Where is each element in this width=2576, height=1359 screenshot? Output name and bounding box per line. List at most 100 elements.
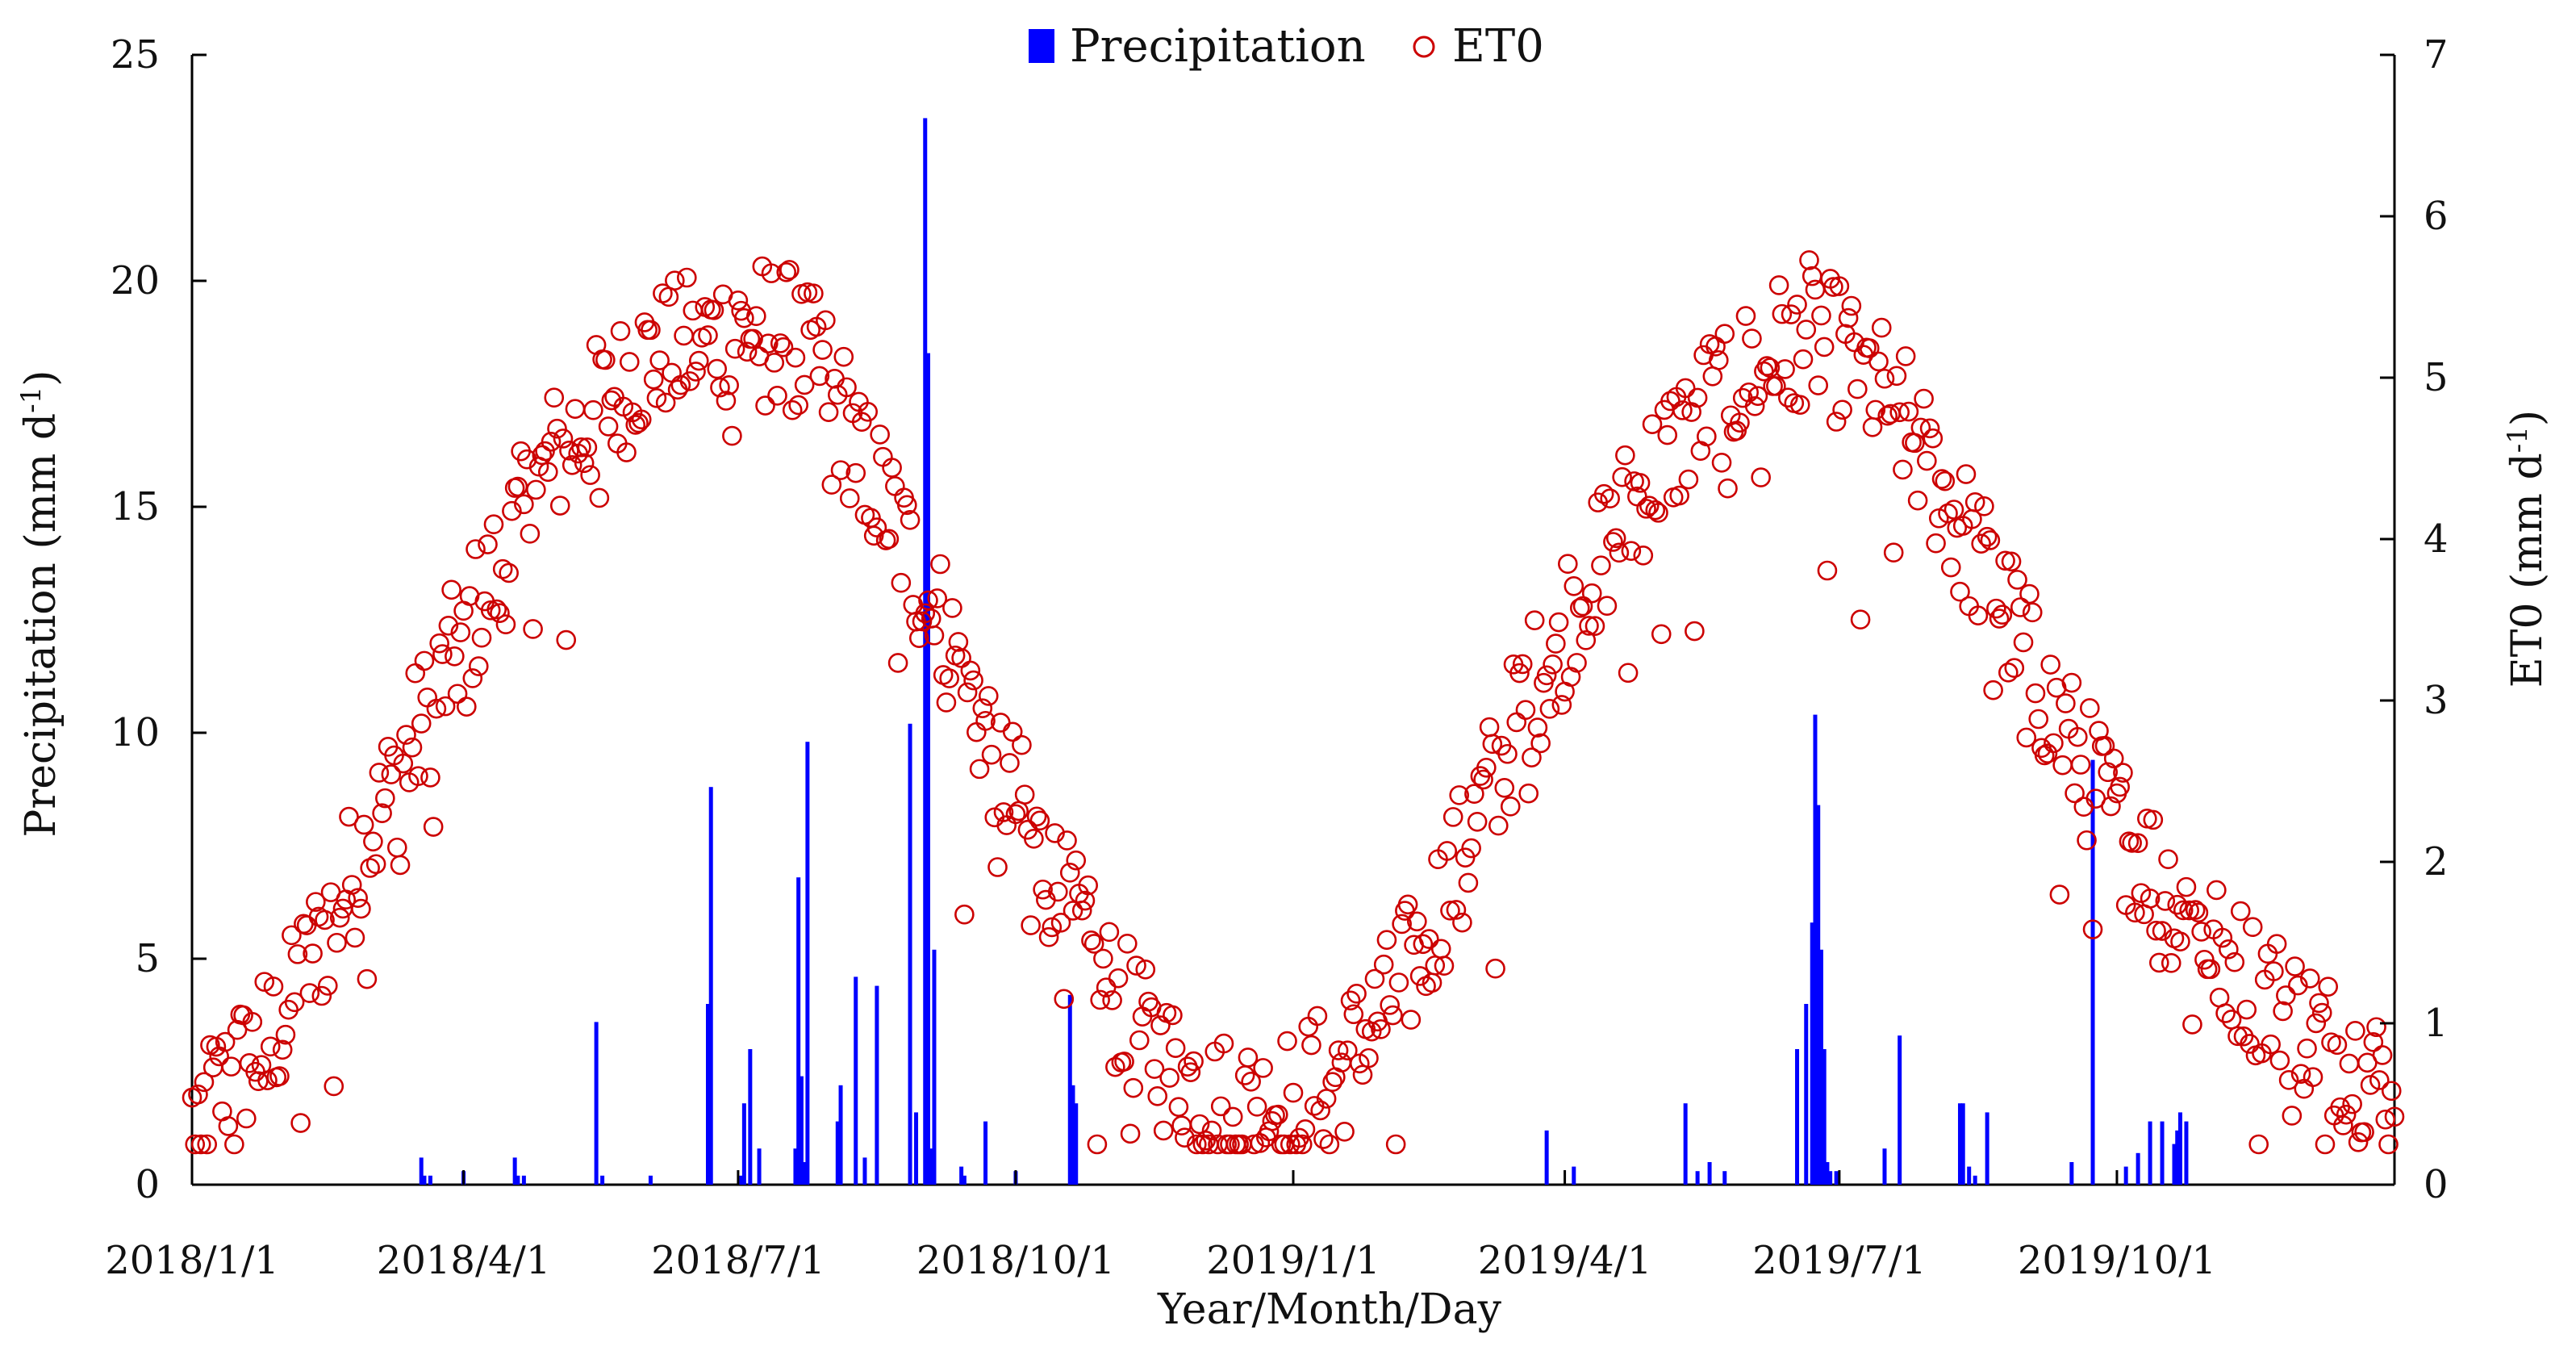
et0-point [2309, 993, 2329, 1014]
et0-point [1175, 1127, 1195, 1148]
et0-point [327, 932, 347, 953]
et0-point [948, 632, 969, 652]
et0-point [1995, 550, 2015, 571]
et0-point [390, 855, 411, 876]
y-left-tick-label: 25 [111, 32, 160, 77]
et0-point [348, 888, 368, 908]
et0-point [1862, 416, 1883, 437]
et0-point [957, 682, 978, 703]
y-axis-right-title-sup: -1 [2502, 426, 2534, 453]
et0-point [1328, 1040, 1349, 1060]
et0-point [924, 625, 945, 646]
et0-point [2363, 1032, 2384, 1052]
precipitation-bar [1960, 1103, 1965, 1185]
y-left-tick-label: 5 [135, 936, 160, 981]
et0-point [402, 737, 423, 758]
et0-point [1742, 328, 1762, 349]
et0-point [1397, 894, 1418, 915]
et0-point [381, 764, 402, 784]
precipitation-bar [932, 949, 937, 1185]
et0-point [818, 402, 839, 422]
et0-point [468, 656, 489, 676]
et0-point [408, 766, 428, 787]
et0-point [317, 976, 338, 996]
et0-point [2061, 672, 2082, 693]
et0-point [1168, 1097, 1189, 1117]
et0-point [1838, 307, 1859, 328]
et0-point [284, 992, 305, 1013]
et0-point [809, 366, 830, 387]
et0-point [1730, 412, 1750, 433]
y-axis-left-title-tail: ) [17, 370, 65, 386]
et0-point [2113, 763, 2133, 783]
precipitation-bar [741, 1103, 746, 1185]
et0-point [417, 687, 437, 708]
et0-point [960, 660, 981, 681]
et0-point [737, 341, 758, 362]
et0-point [2345, 1021, 2365, 1041]
et0-point [779, 260, 800, 280]
y-axis-left-title-sup: -1 [15, 387, 48, 413]
precipitation-bar [1074, 1103, 1079, 1185]
et0-point [357, 968, 378, 989]
x-tick-label: 2018/1/1 [105, 1238, 279, 1283]
precipitation-bar [1795, 1049, 1800, 1185]
legend-et0-label: ET0 [1452, 20, 1544, 73]
et0-point [785, 347, 806, 368]
et0-point [1036, 889, 1056, 910]
et0-point [2236, 999, 2257, 1020]
et0-point [1600, 488, 1620, 509]
precipitation-bar [2136, 1152, 2140, 1185]
et0-point [2318, 976, 2339, 997]
et0-point [1718, 478, 1738, 499]
et0-point [773, 337, 794, 358]
y-axis-right-title: ET0 (mm d-1) [2502, 410, 2552, 688]
et0-point [981, 744, 1002, 765]
precipitation-bar [802, 1162, 807, 1185]
et0-point [595, 349, 616, 370]
et0-point [1518, 783, 1539, 804]
et0-point [2378, 1134, 2399, 1155]
et0-point [1066, 850, 1087, 871]
et0-point [1898, 401, 1919, 422]
et0-point [420, 767, 440, 788]
et0-point [1697, 426, 1717, 447]
et0-point [716, 391, 737, 411]
et0-point [1479, 717, 1500, 738]
y-right-tick-label: 6 [2424, 194, 2449, 239]
et0-point [1823, 277, 1843, 297]
et0-point [2007, 570, 2027, 590]
et0-point [190, 1134, 211, 1155]
et0-point [2101, 796, 2121, 817]
et0-point [466, 539, 486, 559]
et0-point [1865, 399, 1886, 420]
et0-point [1126, 955, 1146, 976]
et0-point [2019, 583, 2040, 604]
et0-point [1135, 960, 1156, 980]
et0-point [2004, 658, 2025, 679]
et0-point [942, 598, 962, 618]
et0-point [375, 788, 395, 809]
precipitation-bar [708, 787, 713, 1185]
et0-point [2200, 959, 2221, 980]
precipitation-bar [594, 1022, 599, 1185]
et0-point [1467, 811, 1488, 832]
et0-point [1678, 469, 1699, 490]
et0-point [1799, 250, 1819, 270]
et0-point [369, 763, 390, 783]
et0-point [2040, 654, 2060, 675]
precipitation-bar [1071, 1085, 1075, 1185]
et0-point [646, 388, 667, 408]
et0-point [1787, 295, 1807, 315]
et0-point [1980, 530, 2001, 550]
et0-point [577, 437, 598, 458]
et0-point [344, 927, 365, 948]
et0-point [1108, 968, 1129, 989]
et0-point [1346, 984, 1367, 1004]
et0-point [429, 633, 449, 654]
et0-point [1383, 1005, 1403, 1026]
et0-point [1747, 386, 1768, 406]
et0-point [1458, 872, 1479, 893]
y-right-tick-label: 1 [2424, 1001, 2449, 1046]
